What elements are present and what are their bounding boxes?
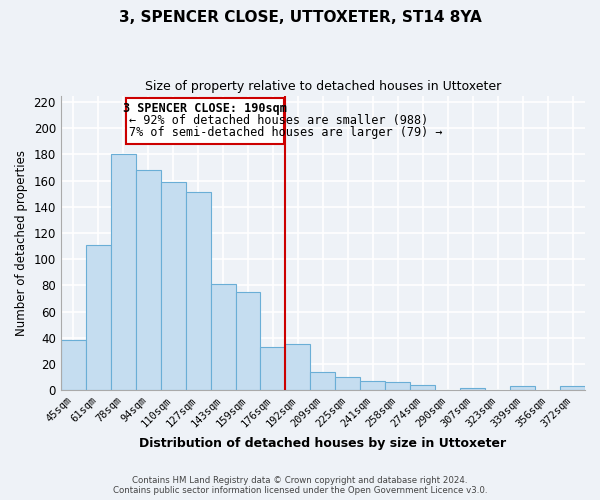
Bar: [410, 385, 435, 390]
Bar: [211, 284, 236, 390]
Bar: [286, 344, 310, 390]
Bar: [460, 388, 485, 390]
Bar: [385, 382, 410, 390]
Y-axis label: Number of detached properties: Number of detached properties: [15, 150, 28, 336]
Bar: [61, 340, 86, 390]
Bar: [125, 98, 284, 144]
Bar: [361, 381, 385, 390]
Text: ← 92% of detached houses are smaller (988): ← 92% of detached houses are smaller (98…: [130, 114, 428, 127]
Bar: [111, 154, 136, 390]
Bar: [236, 292, 260, 390]
X-axis label: Distribution of detached houses by size in Uttoxeter: Distribution of detached houses by size …: [139, 437, 506, 450]
Bar: [185, 192, 211, 390]
Bar: [86, 245, 111, 390]
Bar: [335, 377, 361, 390]
Bar: [310, 372, 335, 390]
Text: 3 SPENCER CLOSE: 190sqm: 3 SPENCER CLOSE: 190sqm: [123, 102, 287, 115]
Bar: [260, 347, 286, 390]
Bar: [136, 170, 161, 390]
Bar: [560, 386, 585, 390]
Title: Size of property relative to detached houses in Uttoxeter: Size of property relative to detached ho…: [145, 80, 501, 93]
Bar: [161, 182, 185, 390]
Text: 7% of semi-detached houses are larger (79) →: 7% of semi-detached houses are larger (7…: [130, 126, 443, 138]
Text: 3, SPENCER CLOSE, UTTOXETER, ST14 8YA: 3, SPENCER CLOSE, UTTOXETER, ST14 8YA: [119, 10, 481, 25]
Text: Contains HM Land Registry data © Crown copyright and database right 2024.
Contai: Contains HM Land Registry data © Crown c…: [113, 476, 487, 495]
Bar: [510, 386, 535, 390]
